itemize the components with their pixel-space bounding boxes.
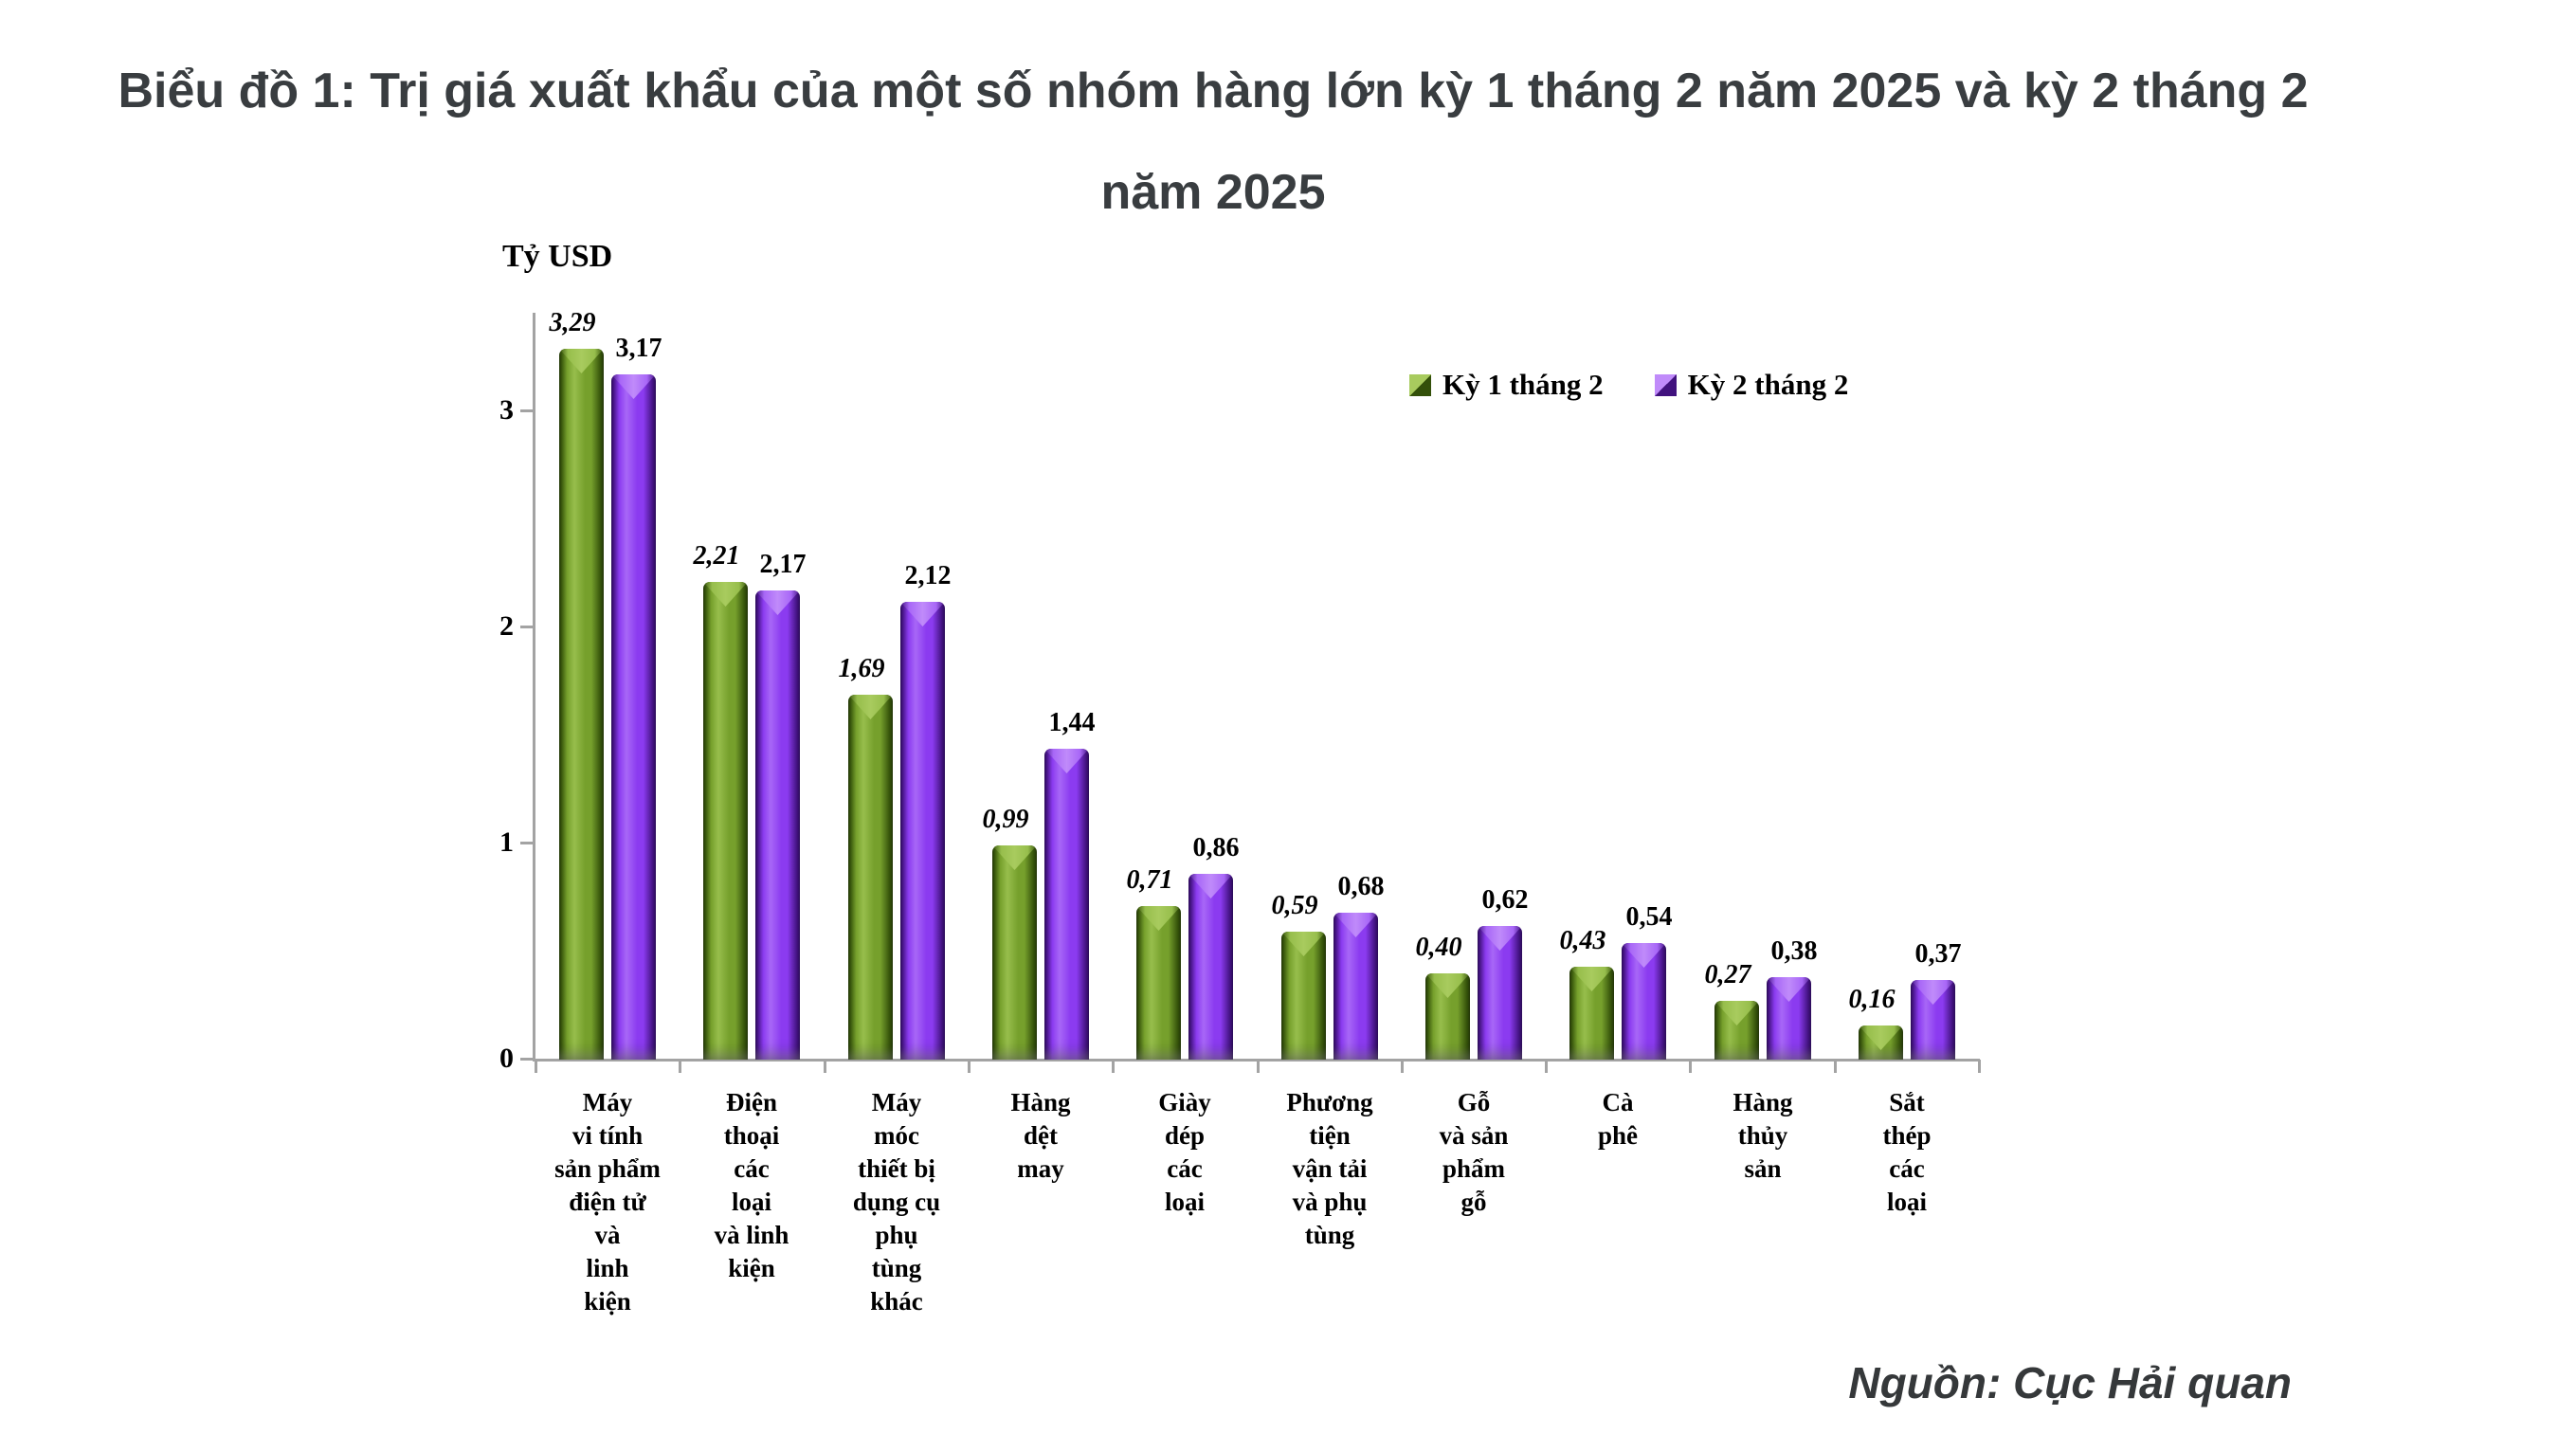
category-label: Máy vi tính sản phẩm điện tử và linh kiệ… xyxy=(554,1088,661,1316)
x-axis-tick xyxy=(1978,1060,1981,1073)
legend-swatch-icon xyxy=(1409,373,1431,396)
category-label: Phương tiện vận tải và phụ tùng xyxy=(1286,1088,1373,1249)
x-axis-tick xyxy=(1689,1060,1692,1073)
bar-value-label: 0,37 xyxy=(1914,939,1962,969)
bar-ky1 xyxy=(848,695,893,1060)
bar-value-label: 0,40 xyxy=(1415,933,1462,962)
bar-ky1 xyxy=(1569,967,1614,1060)
y-tick-label: 1 xyxy=(499,826,514,858)
y-tick-label: 3 xyxy=(499,394,514,426)
bar-ky1 xyxy=(1859,1025,1903,1060)
legend-label: Kỳ 2 tháng 2 xyxy=(1687,368,1849,401)
bar-ky2 xyxy=(755,590,800,1060)
category-label: Điện thoại các loại và linh kiện xyxy=(714,1088,789,1282)
y-axis-tick xyxy=(520,842,533,844)
chart-legend: Kỳ 1 tháng 2 Kỳ 2 tháng 2 xyxy=(1409,368,1848,402)
category-label: Hàng dệt may xyxy=(1010,1088,1071,1183)
x-axis-tick xyxy=(679,1060,681,1073)
bar-ky1 xyxy=(1425,973,1470,1060)
bar-value-label: 0,99 xyxy=(982,805,1029,834)
bar-ky1 xyxy=(1714,1001,1759,1060)
chart-title-line1: Biểu đồ 1: Trị giá xuất khẩu của một số … xyxy=(118,63,2309,118)
bar-ky2 xyxy=(1044,749,1089,1060)
category-label: Giày dép các loại xyxy=(1158,1088,1211,1216)
category-label: Máy móc thiết bị dụng cụ phụ tùng khác xyxy=(852,1088,941,1316)
bar-ky1 xyxy=(1136,906,1181,1060)
category-label: Gỗ và sản phẩm gỗ xyxy=(1439,1088,1509,1216)
category-label: Sắt thép các loại xyxy=(1882,1088,1932,1216)
y-axis-line xyxy=(533,313,535,1061)
x-axis-line xyxy=(533,1059,1980,1062)
x-axis-tick xyxy=(535,1060,537,1073)
bar-ky2 xyxy=(1911,980,1955,1060)
bar-value-label: 0,59 xyxy=(1271,891,1318,920)
chart-title-line2: năm 2025 xyxy=(1100,164,1326,220)
y-tick-label: 2 xyxy=(499,610,514,642)
bar-value-label: 3,17 xyxy=(615,334,662,363)
y-axis-tick xyxy=(520,1058,533,1061)
x-axis-tick xyxy=(1112,1060,1115,1073)
bar-value-label: 0,43 xyxy=(1559,926,1606,955)
legend-item: Kỳ 1 tháng 2 xyxy=(1409,368,1604,402)
legend-swatch-icon xyxy=(1654,373,1677,396)
bar-value-label: 1,44 xyxy=(1048,708,1096,737)
bar-value-label: 2,17 xyxy=(759,550,807,579)
legend-item: Kỳ 2 tháng 2 xyxy=(1654,368,1849,402)
x-axis-tick xyxy=(968,1060,971,1073)
bar-value-label: 0,71 xyxy=(1126,865,1173,895)
y-axis-tick xyxy=(520,409,533,412)
bar-ky2 xyxy=(900,602,945,1060)
x-axis-tick xyxy=(1401,1060,1404,1073)
category-label: Hàng thủy sản xyxy=(1732,1088,1793,1183)
bar-ky2 xyxy=(1188,874,1233,1060)
category-label: Cà phê xyxy=(1597,1088,1639,1150)
bar-ky2 xyxy=(1622,943,1666,1060)
bar-ky1 xyxy=(992,845,1037,1060)
x-axis-tick xyxy=(1834,1060,1837,1073)
bar-ky2 xyxy=(1333,913,1378,1060)
bar-value-label: 2,12 xyxy=(904,561,952,590)
source-note: Nguồn: Cục Hải quan xyxy=(1848,1358,2292,1407)
bar-value-label: 0,62 xyxy=(1481,885,1529,915)
bar-value-label: 0,27 xyxy=(1704,960,1751,989)
bar-value-label: 0,38 xyxy=(1770,936,1818,966)
bar-ky1 xyxy=(1281,932,1326,1060)
y-tick-label: 0 xyxy=(499,1043,514,1074)
bar-ky1 xyxy=(559,349,604,1060)
bar-value-label: 2,21 xyxy=(693,541,740,571)
bar-value-label: 0,86 xyxy=(1192,833,1240,862)
bar-ky1 xyxy=(703,582,748,1060)
bar-ky2 xyxy=(1767,977,1811,1060)
bar-value-label: 0,54 xyxy=(1625,902,1673,932)
x-axis-tick xyxy=(1545,1060,1548,1073)
bar-ky2 xyxy=(611,374,656,1060)
legend-label: Kỳ 1 tháng 2 xyxy=(1442,368,1604,401)
y-axis-tick xyxy=(520,626,533,628)
y-axis-unit-label: Tỷ USD xyxy=(502,239,613,274)
chart-title: Biểu đồ 1: Trị giá xuất khẩu của một số … xyxy=(0,41,2426,244)
x-axis-tick xyxy=(1257,1060,1260,1073)
bar-value-label: 0,68 xyxy=(1337,872,1385,901)
bar-value-label: 1,69 xyxy=(838,654,885,683)
x-axis-tick xyxy=(824,1060,826,1073)
bar-ky2 xyxy=(1478,926,1522,1060)
bar-value-label: 0,16 xyxy=(1848,985,1896,1014)
bar-value-label: 3,29 xyxy=(549,308,596,337)
